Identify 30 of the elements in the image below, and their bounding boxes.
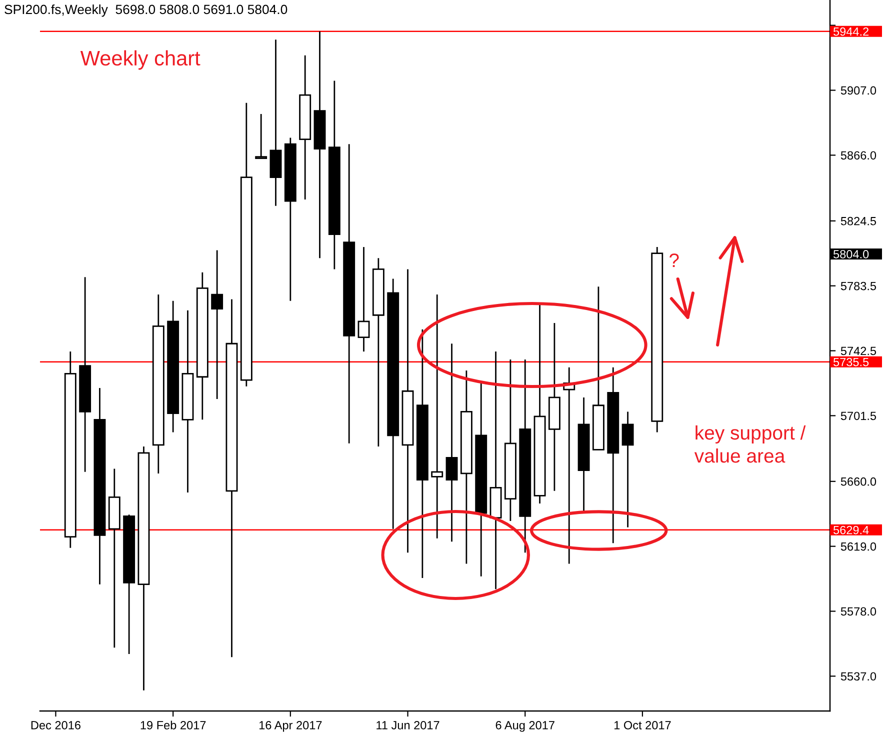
x-tick-label: Dec 2016 xyxy=(31,721,80,730)
y-tick-label: 5537.0 xyxy=(840,672,876,681)
ref-line-label: 5944.2 xyxy=(833,27,869,36)
y-tick-label: 5783.5 xyxy=(840,282,876,290)
candlestick xyxy=(446,342,458,542)
x-tick-label: 6 Aug 2017 xyxy=(496,721,554,732)
candlestick xyxy=(431,294,444,540)
y-tick-label: 5907.0 xyxy=(840,86,876,95)
y-tick-label: 5824.5 xyxy=(840,216,876,226)
chart-title: SPI200.fs,Weekly 5698.0 5808.0 5691.0 5804.0 xyxy=(4,4,288,17)
annotation: key support / value area xyxy=(694,425,806,463)
candlestick xyxy=(358,246,370,352)
text: 5804.0 xyxy=(833,250,869,258)
y-tick-label: 5619.0 xyxy=(840,542,876,551)
y-tick-label: 5742.5 xyxy=(840,346,876,356)
y-tick-label: 5866.0 xyxy=(840,151,876,160)
x-tick-label: 1 Oct 2017 xyxy=(614,721,671,730)
candlestick xyxy=(255,113,268,160)
x-tick-label: 19 Feb 2017 xyxy=(140,720,206,730)
candlestick xyxy=(211,250,224,400)
x-tick-label: 16 Apr 2017 xyxy=(259,721,322,732)
candlestick xyxy=(622,411,634,528)
y-tick-label: 5660.0 xyxy=(840,477,876,486)
y-tick-label: 5701.5 xyxy=(840,412,876,420)
annotation: Weekly chart xyxy=(80,50,200,70)
ref-line-label: 5735.5 xyxy=(833,358,869,366)
x-tick-label: 11 Jun 2017 xyxy=(376,721,440,730)
annotation: ? xyxy=(670,253,679,268)
y-tick-label: 5578.0 xyxy=(840,607,876,616)
ref-line-label: 5629.4 xyxy=(833,526,869,534)
